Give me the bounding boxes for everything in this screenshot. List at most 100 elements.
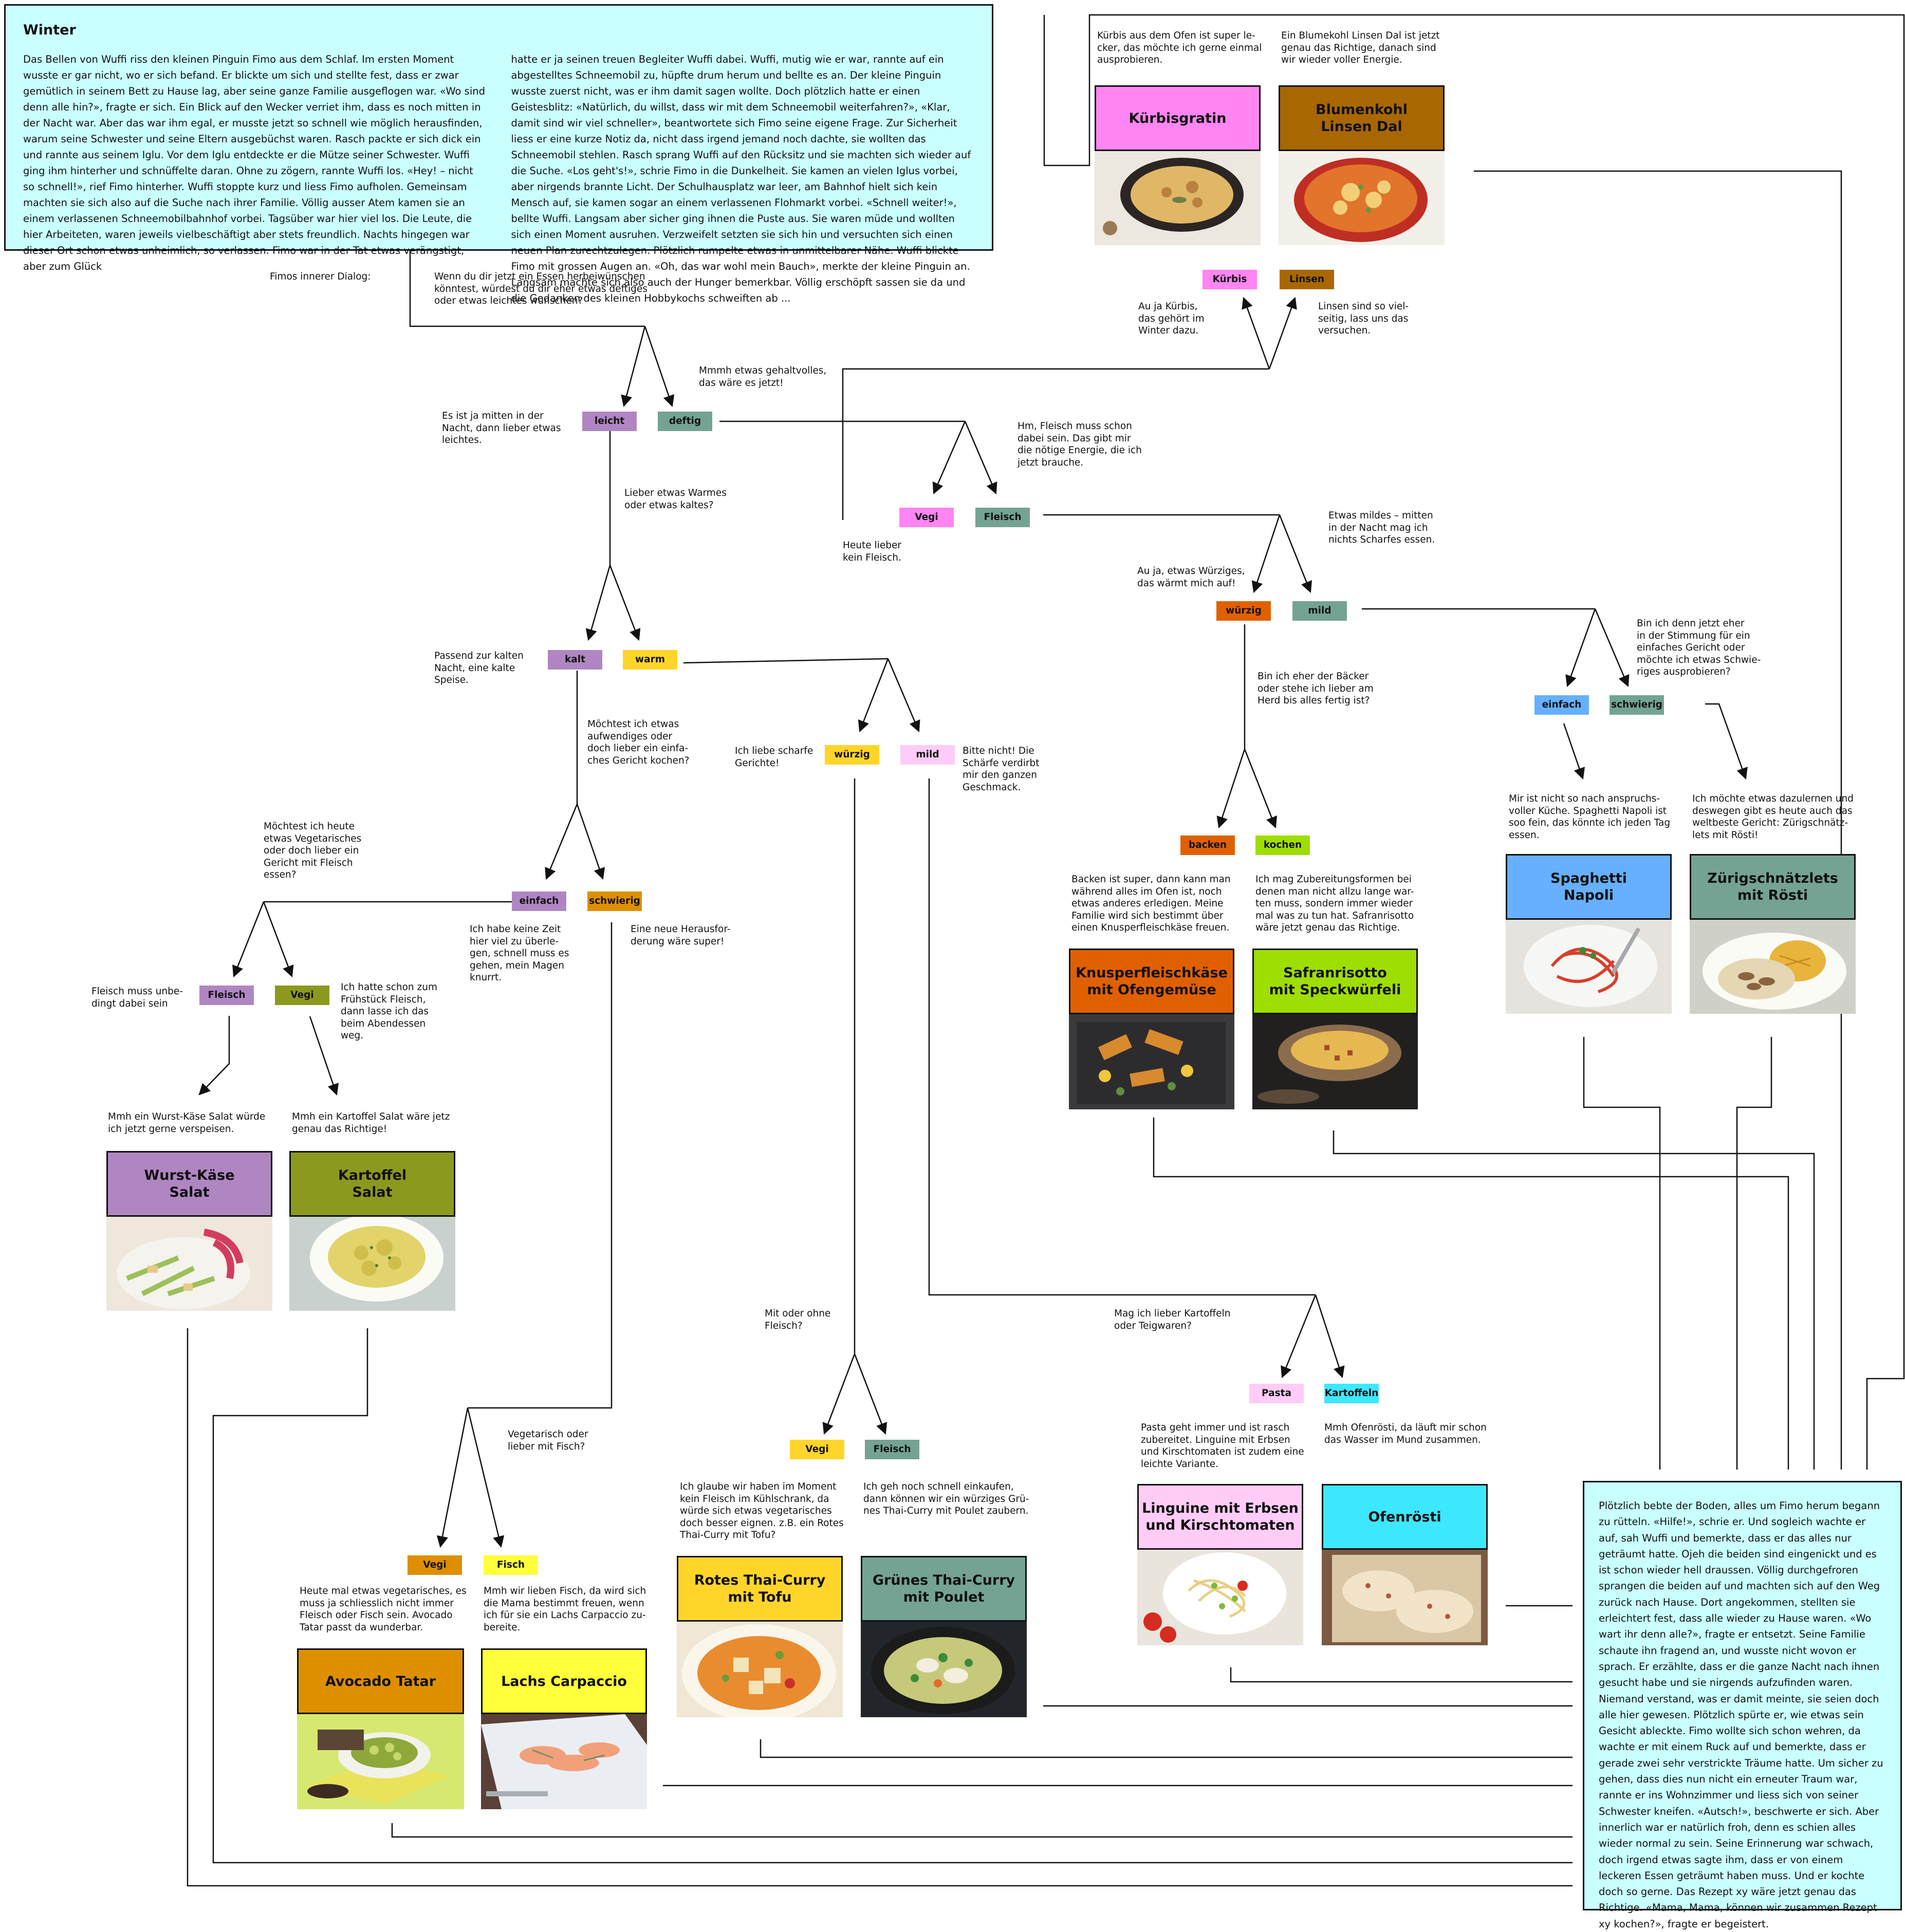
tag-warm: warm [623,650,677,670]
reason-pasta: Pasta geht immer und ist rasch zubereite… [1141,1422,1304,1470]
story-ending-text: Plötzlich bebte der Boden, alles um Fimo… [1599,1500,1883,1930]
photo-avocado-tatar [297,1714,464,1809]
reason-einfach-left: Ich habe keine Zeit hier viel zu überle-… [470,924,569,983]
photo-rotes-thai-curry [677,1622,843,1717]
tag-linsen: Linsen [1280,270,1334,289]
dish-kartoffel-salat: Kartoffel Salat [289,1151,455,1217]
photo-knusperfleischkaese [1069,1014,1234,1109]
reason-linsen: Linsen sind so viel- seitig, lass uns da… [1318,301,1409,336]
photo-zuerigschnaetzlets [1690,920,1856,1014]
tag-einfach-left: einfach [512,891,566,911]
photo-blumenkohl-dal [1279,151,1445,245]
photo-spaghetti-napoli [1506,920,1672,1014]
photo-kartoffel-salat [289,1217,455,1311]
reason-kochen: Ich mag Zubereitungsformen bei denen man… [1255,874,1414,933]
dish-zuerigschnaetzlets: Zürigschnätzlets mit Rösti [1690,854,1856,920]
question-deftig-leicht: Wenn du dir jetzt ein Essen herbeiwünsch… [434,271,648,306]
photo-kuerbisgratin [1095,151,1261,245]
tag-schwierig-right: schwierig [1610,695,1664,715]
dish-avocado-tatar: Avocado Tatar [297,1648,464,1714]
reason-ofenroesti: Mmh Ofenrösti, da läuft mir schon das Wa… [1324,1422,1487,1445]
question-baecker: Bin ich eher der Bäcker oder stehe ich l… [1257,671,1374,706]
tag-fleisch-mid: Fleisch [975,508,1030,527]
photo-safranrisotto [1252,1014,1418,1109]
tag-fleisch-left: Fleisch [199,986,254,1005]
dish-lachs-carpaccio: Lachs Carpaccio [481,1648,647,1714]
question-warm-kalt: Lieber etwas Warmes oder etwas kaltes? [624,488,727,511]
tag-vegi-curry: Vegi [790,1440,844,1459]
tag-schwierig-left: schwierig [587,891,642,911]
inner-dialog-label: Fimos innerer Dialog: [270,271,371,282]
dish-gruenes-thai-curry: Grünes Thai-Curry mit Poulet [861,1556,1027,1622]
dish-kuerbisgratin: Kürbisgratin [1095,85,1261,151]
tag-wuerzig-right: würzig [1216,601,1271,621]
intro-blumenkohl: Ein Blumekohl Linsen Dal ist jetzt genau… [1281,30,1440,65]
reason-kuerbis: Au ja Kürbis, das gehört im Winter dazu. [1138,301,1205,336]
tag-mild-mid: mild [900,745,955,765]
tag-deftig: deftig [658,412,712,431]
reason-fleisch-mid: Hm, Fleisch muss schon dabei sein. Das g… [1018,421,1142,468]
reason-vegi-mid: Heute lieber kein Fleisch. [843,540,901,563]
tag-wuerzig-mid: würzig [825,745,879,765]
question-mit-ohne-fleisch: Mit oder ohne Fleisch? [765,1308,831,1331]
question-stimmung: Bin ich denn jetzt eher in der Stimmung … [1637,618,1761,677]
reason-schwierig-left: Eine neue Herausfor- derung wäre super! [631,924,731,947]
story-intro-panel: Winter Das Bellen von Wuffi riss den kle… [4,4,993,304]
question-aufwand: Möchtest ich etwas aufwendiges oder doch… [587,719,690,766]
tag-vegi-fisch: Vegi [408,1555,462,1575]
story-intro-column-2: hatte er ja seinen treuen Begleiter Wuff… [511,53,971,304]
tag-mild-right: mild [1292,601,1347,621]
reason-napoli: Mir ist nicht so nach anspruchs- voller … [1509,793,1671,841]
dish-blumenkohl-dal: Blumenkohl Linsen Dal [1279,85,1445,151]
photo-ofenroesti [1322,1550,1488,1645]
dish-spaghetti-napoli: Spaghetti Napoli [1506,854,1672,920]
reason-mild-right: Etwas mildes – mitten in der Nacht mag i… [1328,510,1435,545]
photo-lachs-carpaccio [481,1714,647,1809]
tag-kochen: kochen [1255,835,1310,855]
reason-zuerich: Ich möchte etwas dazulernen und deswegen… [1692,793,1854,841]
reason-deftig: Mmmh etwas gehaltvolles, das wäre es jet… [699,365,827,388]
tag-vegi-mid: Vegi [899,508,954,527]
reason-wurst-kaese: Mmh ein Wurst-Käse Salat würde ich jetzt… [108,1111,266,1135]
intro-kuerbis: Kürbis aus dem Ofen ist super le- cker, … [1097,30,1262,65]
dish-wurst-kaese-salat: Wurst-Käse Salat [106,1151,272,1217]
story-ending-panel: Plötzlich bebte der Boden, alles um Fimo… [1583,1481,1902,1930]
tag-backen: backen [1180,835,1235,855]
dish-safranrisotto: Safranrisotto mit Speckwürfeli [1252,949,1418,1014]
tag-fisch: Fisch [484,1555,538,1575]
reason-vegi-left: Ich hatte schon zum Frühstück Fleisch, d… [341,982,437,1041]
reason-mild-mid: Bitte nicht! Die Schärfe verdirbt mir de… [963,746,1040,793]
question-vegi-fisch: Vegetarisch oder lieber mit Fisch? [508,1429,588,1452]
reason-kalt: Passend zur kalten Nacht, eine kalte Spe… [434,651,524,685]
tag-kartoffeln: Kartoffeln [1324,1384,1379,1403]
story-intro-column-1: Das Bellen von Wuffi riss den kleinen Pi… [23,53,485,272]
dish-rotes-thai-curry: Rotes Thai-Curry mit Tofu [677,1556,843,1622]
reason-fleisch-left: Fleisch muss unbe- dingt dabei sein [91,986,183,1009]
photo-linguine [1137,1550,1303,1645]
reason-wuerzig-right: Au ja, etwas Würziges, das wärmt mich au… [1137,566,1245,589]
question-vegi-fleisch-left: Möchtest ich heute etwas Vegetarisches o… [264,821,362,880]
reason-kartoffel-salat: Mmh ein Kartoffel Salat wäre jetz genau … [292,1111,450,1135]
tag-kuerbis: Kürbis [1203,270,1257,289]
tag-fleisch-curry: Fleisch [865,1440,919,1459]
reason-tofu: Ich glaube wir haben im Moment kein Flei… [680,1481,844,1540]
reason-leicht: Es ist ja mitten in der Nacht, dann lieb… [442,411,561,445]
reason-backen: Backen ist super, dann kann man während … [1071,874,1231,933]
connector-start [409,251,645,327]
photo-gruenes-thai-curry [861,1622,1027,1717]
photo-wurst-kaese-salat [106,1217,272,1311]
tag-leicht: leicht [582,412,637,431]
dish-knusperfleischkaese: Knusperfleischkäse mit Ofengemüse [1069,949,1234,1014]
tag-einfach-right: einfach [1534,695,1589,715]
question-kartoffel-teig: Mag ich lieber Kartoffeln oder Teigwaren… [1114,1308,1231,1331]
reason-wuerzig-mid: Ich liebe scharfe Gerichte! [735,746,813,769]
tag-vegi-left: Vegi [275,986,329,1005]
reason-poulet: Ich geh noch schnell einkaufen, dann kön… [863,1481,1029,1516]
story-title: Winter [23,22,76,38]
tag-kalt: kalt [548,650,602,670]
reason-avocado: Heute mal etwas vegetarisches, es muss j… [300,1586,467,1633]
dish-linguine: Linguine mit Erbsen und Kirschtomaten [1137,1484,1303,1550]
tag-pasta: Pasta [1249,1384,1304,1403]
reason-lachs: Mmh wir lieben Fisch, da wird sich die M… [484,1586,646,1633]
